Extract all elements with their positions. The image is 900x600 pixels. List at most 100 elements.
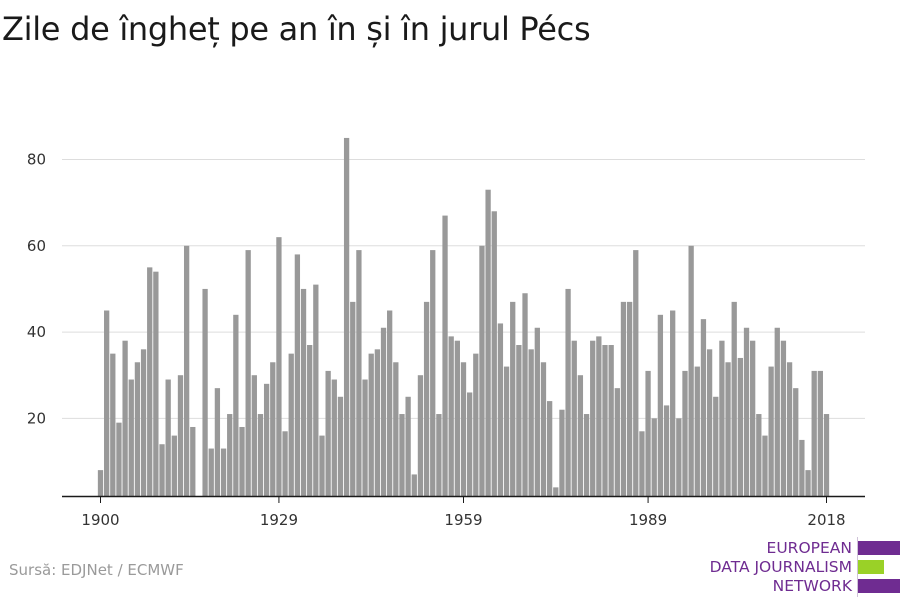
bar-1950[interactable]	[405, 396, 411, 496]
bar-1907[interactable]	[140, 349, 147, 496]
bar-1923[interactable]	[239, 426, 245, 496]
bar-1969[interactable]	[522, 293, 528, 496]
bar-1997[interactable]	[694, 366, 700, 496]
bar-1921[interactable]	[227, 414, 233, 496]
bar-2015[interactable]	[805, 470, 811, 496]
bar-1932[interactable]	[294, 254, 301, 496]
bar-1959[interactable]	[460, 362, 467, 496]
bar-1902[interactable]	[110, 353, 116, 496]
bar-1991[interactable]	[657, 314, 664, 496]
bar-1973[interactable]	[546, 401, 553, 496]
bar-1962[interactable]	[479, 245, 485, 496]
bar-1905[interactable]	[128, 379, 134, 496]
bar-1987[interactable]	[633, 250, 639, 496]
bar-1954[interactable]	[430, 250, 436, 496]
bar-2014[interactable]	[799, 439, 805, 496]
bar-1984[interactable]	[614, 388, 620, 496]
bar-1943[interactable]	[362, 379, 368, 496]
bar-1999[interactable]	[706, 349, 713, 496]
bar-2005[interactable]	[743, 327, 750, 496]
bar-1964[interactable]	[491, 211, 497, 496]
bar-1925[interactable]	[251, 375, 257, 496]
bar-1995[interactable]	[682, 370, 688, 496]
bar-1910[interactable]	[159, 444, 165, 496]
bar-1900[interactable]	[97, 470, 104, 496]
bar-1983[interactable]	[608, 345, 614, 496]
bar-1917[interactable]	[202, 288, 208, 496]
bar-1934[interactable]	[307, 345, 313, 496]
bar-2008[interactable]	[762, 435, 768, 496]
bar-1952[interactable]	[417, 375, 424, 496]
bar-1918[interactable]	[208, 448, 214, 496]
bar-1945[interactable]	[374, 349, 381, 496]
bar-1953[interactable]	[423, 301, 430, 496]
bar-1946[interactable]	[380, 327, 387, 496]
bar-2006[interactable]	[750, 340, 756, 496]
bar-1912[interactable]	[171, 435, 177, 496]
bar-1939[interactable]	[337, 396, 344, 496]
bar-2013[interactable]	[793, 388, 799, 496]
bar-2000[interactable]	[713, 396, 719, 496]
bar-1990[interactable]	[651, 418, 657, 496]
bar-1928[interactable]	[270, 362, 276, 496]
bar-1981[interactable]	[596, 336, 602, 496]
bar-2010[interactable]	[774, 327, 780, 496]
bar-2011[interactable]	[780, 340, 787, 496]
bar-1961[interactable]	[473, 353, 479, 496]
bar-1974[interactable]	[553, 487, 559, 496]
bar-1924[interactable]	[245, 250, 251, 496]
bar-2018[interactable]	[823, 414, 830, 496]
bar-1948[interactable]	[393, 362, 399, 496]
edjnet-logo[interactable]: EUROPEAN DATA JOURNALISM NETWORK	[710, 537, 900, 597]
bar-1913[interactable]	[177, 375, 184, 496]
bar-2007[interactable]	[756, 414, 762, 496]
bar-1958[interactable]	[454, 340, 460, 496]
bar-1993[interactable]	[670, 310, 676, 497]
bar-1930[interactable]	[282, 431, 288, 496]
bar-1915[interactable]	[190, 426, 196, 496]
bar-1941[interactable]	[350, 301, 356, 496]
bar-1967[interactable]	[510, 301, 516, 496]
bar-1986[interactable]	[626, 301, 633, 496]
bar-1979[interactable]	[583, 414, 590, 496]
bar-2002[interactable]	[725, 362, 731, 496]
bar-1947[interactable]	[387, 310, 393, 497]
bar-1938[interactable]	[331, 379, 337, 496]
bar-1977[interactable]	[571, 340, 577, 496]
bar-1982[interactable]	[602, 345, 608, 496]
bar-1937[interactable]	[325, 370, 331, 496]
bar-1922[interactable]	[233, 314, 239, 496]
bar-1971[interactable]	[534, 327, 540, 496]
bar-1944[interactable]	[368, 353, 374, 496]
bar-1904[interactable]	[122, 340, 128, 496]
bar-1960[interactable]	[467, 392, 473, 496]
bar-1903[interactable]	[116, 422, 122, 496]
bar-1942[interactable]	[356, 250, 362, 496]
bar-2001[interactable]	[719, 340, 725, 496]
bar-1936[interactable]	[319, 435, 325, 496]
bar-1929[interactable]	[276, 237, 282, 496]
bar-1949[interactable]	[399, 414, 405, 496]
bar-1909[interactable]	[153, 271, 159, 496]
bar-1994[interactable]	[676, 418, 682, 496]
bar-1978[interactable]	[577, 375, 584, 496]
bar-1906[interactable]	[134, 362, 141, 496]
bar-1970[interactable]	[528, 349, 534, 496]
bar-1919[interactable]	[214, 388, 221, 496]
bar-1968[interactable]	[516, 345, 522, 496]
bar-1935[interactable]	[313, 284, 319, 496]
bar-1926[interactable]	[257, 414, 264, 496]
bar-1976[interactable]	[565, 288, 571, 496]
bar-1927[interactable]	[263, 383, 270, 496]
bar-1955[interactable]	[436, 414, 442, 496]
bar-1963[interactable]	[485, 189, 491, 496]
bar-1911[interactable]	[165, 379, 171, 496]
bar-1920[interactable]	[220, 448, 227, 496]
bar-1951[interactable]	[411, 474, 417, 496]
bar-2012[interactable]	[786, 362, 793, 496]
bar-1980[interactable]	[590, 340, 596, 496]
bar-1992[interactable]	[663, 405, 670, 496]
bar-1989[interactable]	[645, 370, 651, 496]
bar-1956[interactable]	[442, 215, 448, 496]
bar-2009[interactable]	[768, 366, 774, 496]
